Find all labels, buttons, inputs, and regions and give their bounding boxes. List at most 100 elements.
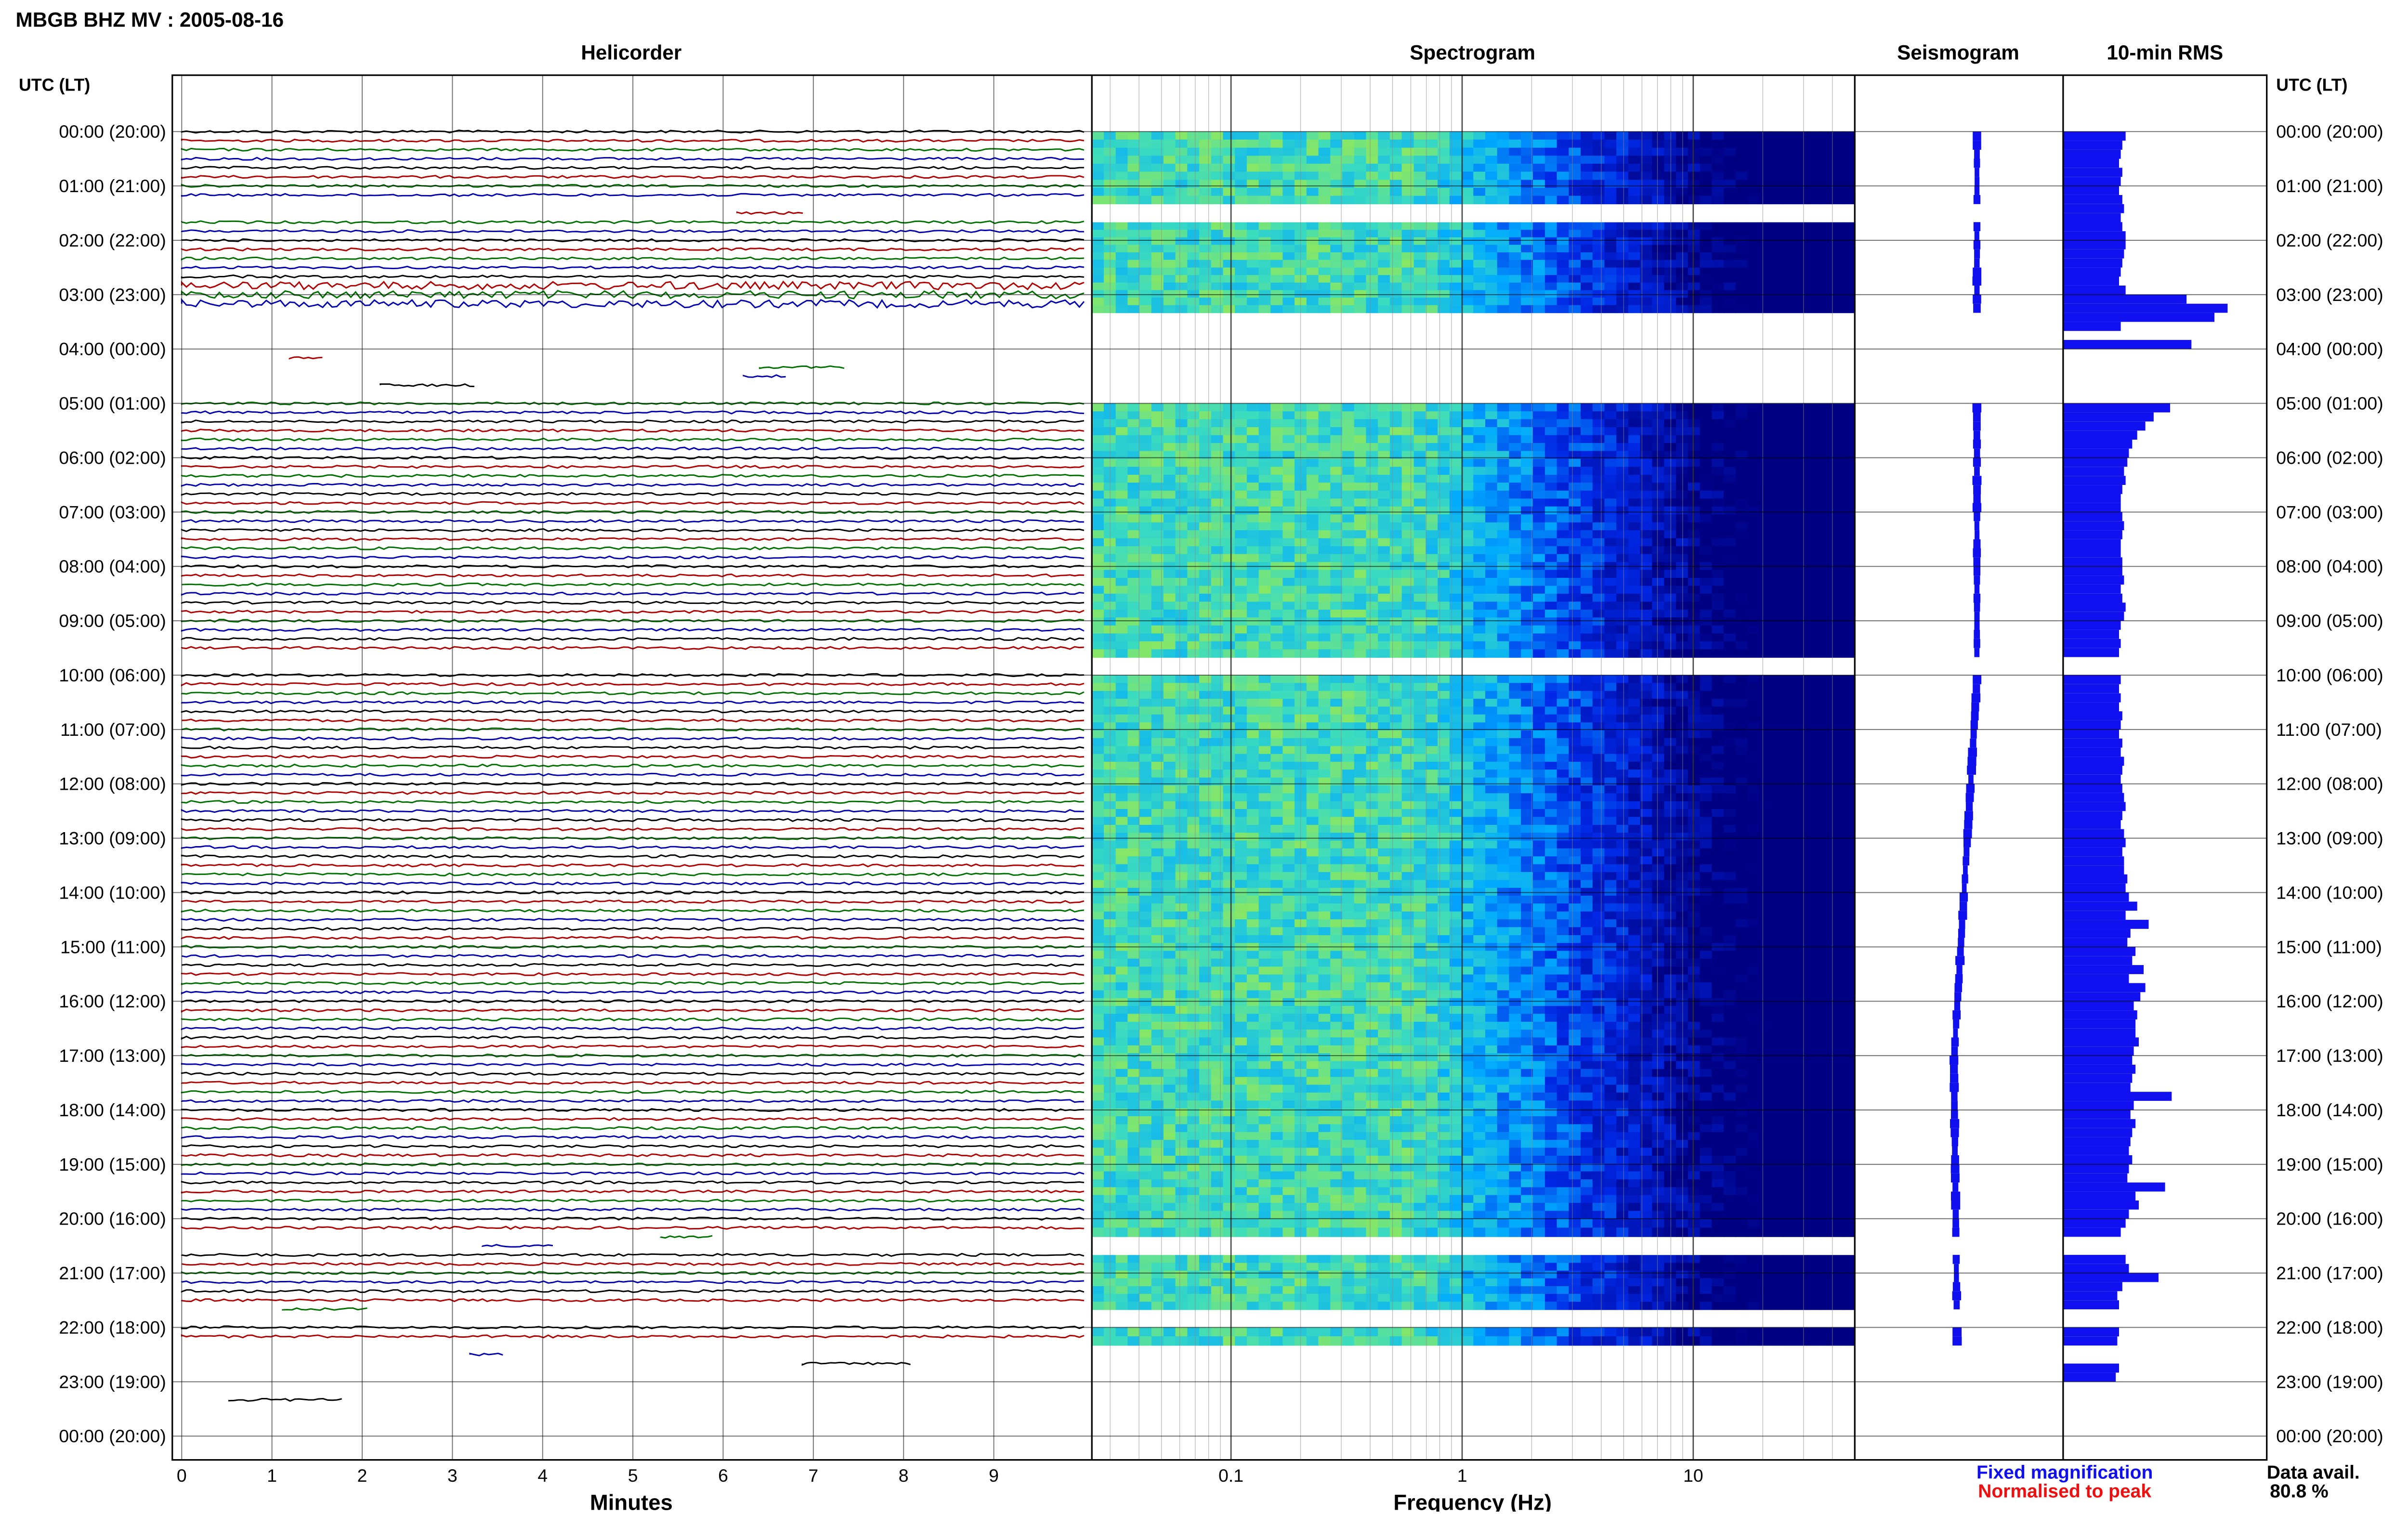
spectrogram-cell bbox=[1139, 230, 1152, 238]
spectrogram-cell bbox=[1413, 260, 1426, 268]
spectrogram-cell bbox=[1795, 699, 1808, 707]
spectrogram-cell bbox=[1401, 601, 1414, 610]
spectrogram-cell bbox=[1664, 761, 1677, 770]
spectrogram-cell bbox=[1724, 691, 1736, 700]
spectrogram-cell bbox=[1521, 848, 1533, 857]
spectrogram-cell bbox=[1688, 746, 1701, 755]
spectrogram-cell bbox=[1211, 817, 1224, 825]
spectrogram-cell bbox=[1616, 809, 1629, 818]
spectrogram-cell bbox=[1354, 180, 1367, 188]
spectrogram-cell bbox=[1831, 706, 1844, 715]
spectrogram-cell bbox=[1163, 833, 1176, 841]
spectrogram-cell bbox=[1759, 411, 1772, 420]
spectrogram-cell bbox=[1664, 840, 1677, 849]
spectrogram-cell bbox=[1366, 625, 1379, 634]
spectrogram-cell bbox=[1747, 180, 1760, 188]
spectrogram-cell bbox=[1724, 593, 1736, 602]
spectrogram-cell bbox=[1712, 746, 1724, 755]
seismogram-title: Seismogram bbox=[1897, 41, 2019, 64]
spectrogram-cell bbox=[1283, 131, 1296, 140]
spectrogram-cell bbox=[1807, 530, 1820, 539]
spectrogram-cell bbox=[1318, 474, 1331, 483]
spectrogram-cell bbox=[1532, 458, 1545, 468]
spectrogram-cell bbox=[1438, 467, 1450, 475]
spectrogram-cell bbox=[1771, 625, 1784, 634]
spectrogram-cell bbox=[1389, 848, 1402, 857]
helicorder-trace bbox=[181, 1153, 1085, 1158]
spectrogram-cell bbox=[1807, 427, 1820, 436]
spectrogram-cell bbox=[1616, 675, 1629, 684]
spectrogram-cell bbox=[1270, 601, 1283, 610]
spectrogram-cell bbox=[1438, 427, 1450, 436]
spectrogram-cell bbox=[1366, 163, 1379, 172]
spectrogram-cell bbox=[1616, 483, 1629, 491]
spectrogram-cell bbox=[1509, 610, 1522, 618]
spectrogram-cell bbox=[1330, 522, 1343, 531]
spectrogram-cell bbox=[1283, 706, 1296, 715]
spectrogram-cell bbox=[1283, 530, 1296, 539]
spectrogram-cell bbox=[1246, 514, 1259, 523]
spectrogram-cell bbox=[1283, 282, 1296, 291]
spectrogram-cell bbox=[1163, 793, 1176, 802]
spectrogram-cell bbox=[1139, 730, 1152, 739]
spectrogram-cell bbox=[1569, 738, 1582, 746]
spectrogram-cell bbox=[1342, 824, 1355, 834]
spectrogram-cell bbox=[1461, 848, 1474, 857]
spectrogram-cell bbox=[1521, 267, 1533, 276]
spectrogram-cell bbox=[1843, 458, 1855, 468]
spectrogram-cell bbox=[1115, 809, 1128, 818]
spectrogram-cell bbox=[1127, 714, 1140, 723]
spectrogram-cell bbox=[1127, 793, 1140, 802]
spectrogram-cell bbox=[1413, 706, 1426, 715]
spectrogram-cell bbox=[1413, 222, 1426, 231]
spectrogram-cell bbox=[1127, 467, 1140, 475]
spectrogram-cell bbox=[1449, 171, 1462, 181]
spectrogram-cell bbox=[1759, 546, 1772, 555]
spectrogram-cell bbox=[1783, 730, 1796, 739]
spectrogram-cell bbox=[1187, 490, 1200, 499]
spectrogram-cell bbox=[1389, 458, 1402, 468]
spectrogram-cell bbox=[1270, 147, 1283, 157]
spectrogram-cell bbox=[1724, 706, 1736, 715]
spectrogram-cell bbox=[1735, 641, 1748, 650]
spectrogram-cell bbox=[1354, 675, 1367, 684]
spectrogram-cell bbox=[1127, 267, 1140, 276]
spectrogram-cell bbox=[1426, 610, 1439, 618]
spectrogram-cell bbox=[1819, 586, 1832, 595]
spectrogram-cell bbox=[1139, 699, 1152, 707]
spectrogram-cell bbox=[1258, 498, 1271, 507]
spectrogram-cell bbox=[1604, 641, 1617, 650]
spectrogram-cell bbox=[1819, 577, 1832, 587]
spectrogram-cell bbox=[1199, 675, 1212, 684]
spectrogram-cell bbox=[1473, 617, 1486, 626]
spectrogram-cell bbox=[1258, 722, 1271, 731]
spectrogram-cell bbox=[1139, 156, 1152, 164]
spectrogram-cell bbox=[1342, 163, 1355, 172]
spectrogram-cell bbox=[1187, 514, 1200, 523]
spectrogram-cell bbox=[1389, 601, 1402, 610]
spectrogram-cell bbox=[1199, 754, 1212, 762]
spectrogram-cell bbox=[1413, 305, 1426, 313]
spectrogram-cell bbox=[1700, 490, 1713, 499]
spectrogram-cell bbox=[1246, 761, 1259, 770]
helicorder-trace bbox=[181, 827, 1085, 831]
spectrogram-cell bbox=[1151, 793, 1164, 802]
spectrogram-cell bbox=[1771, 738, 1784, 746]
spectrogram-cell bbox=[1521, 577, 1533, 587]
spectrogram-cell bbox=[1664, 196, 1677, 205]
spectrogram-cell bbox=[1676, 222, 1688, 231]
spectrogram-cell bbox=[1199, 848, 1212, 857]
spectrogram-cell bbox=[1283, 180, 1296, 188]
spectrogram-cell bbox=[1330, 230, 1343, 238]
spectrogram-cell bbox=[1246, 139, 1259, 148]
spectrogram-cell bbox=[1783, 427, 1796, 436]
spectrogram-cell bbox=[1354, 419, 1367, 428]
spectrogram-cell bbox=[1581, 180, 1593, 188]
spectrogram-cell bbox=[1389, 833, 1402, 841]
spectrogram-cell bbox=[1747, 506, 1760, 515]
spectrogram-cell bbox=[1700, 139, 1713, 148]
spectrogram-cell bbox=[1640, 427, 1653, 436]
spectrogram-cell bbox=[1497, 275, 1510, 283]
spectrogram-cell bbox=[1354, 809, 1367, 818]
spectrogram-cell bbox=[1354, 770, 1367, 778]
